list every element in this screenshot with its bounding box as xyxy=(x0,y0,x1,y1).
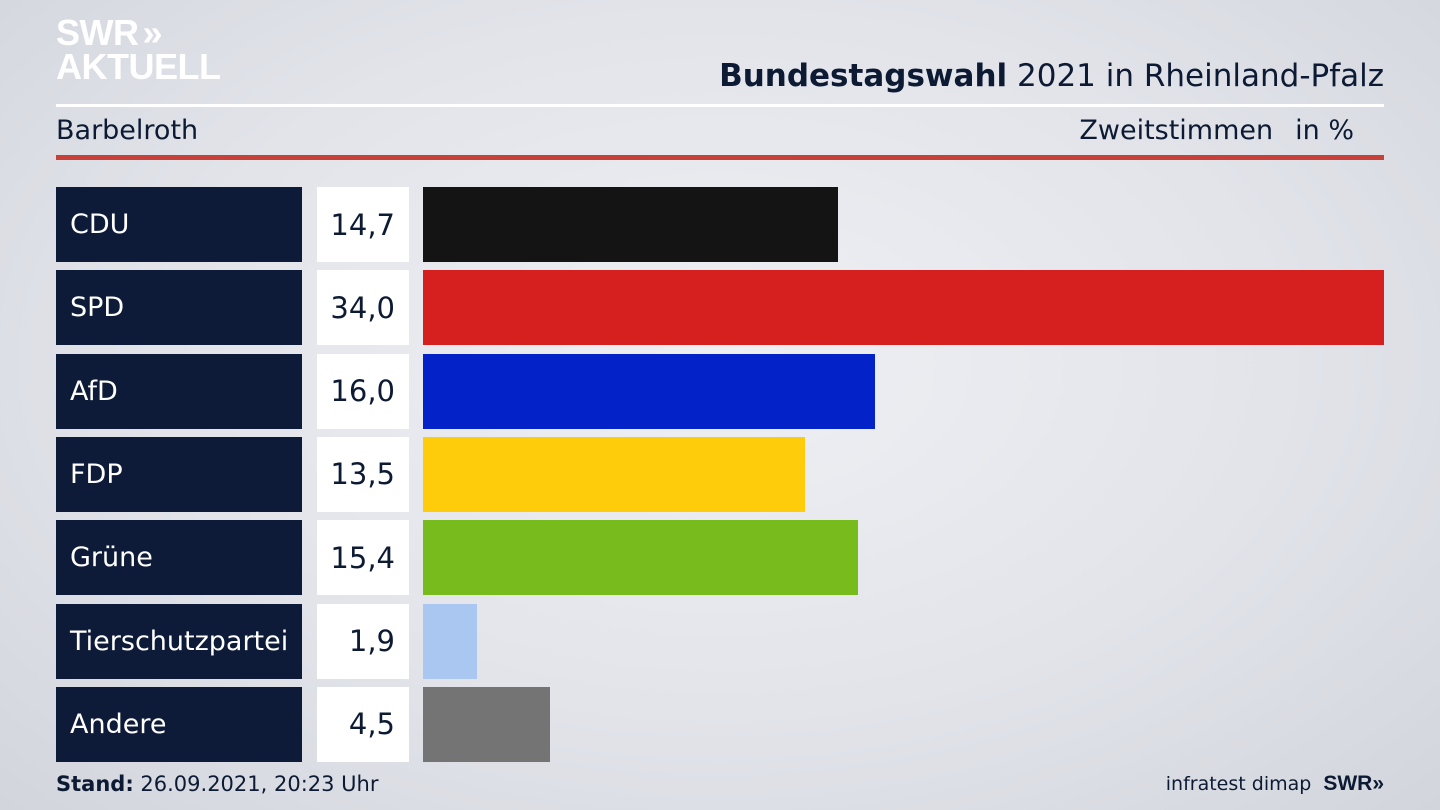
timestamp-label: Stand: xyxy=(56,772,134,796)
swr-footer-text: SWR xyxy=(1323,772,1373,795)
bar-value-label: 1,9 xyxy=(317,603,409,679)
bar xyxy=(423,353,876,429)
bar xyxy=(423,603,477,679)
bar-category-label: Tierschutzpartei xyxy=(56,603,302,679)
bar-row: AfD 16,0 xyxy=(56,353,1384,429)
timestamp: Stand: 26.09.2021, 20:23 Uhr xyxy=(56,772,379,796)
chart-title: Bundestagswahl 2021 in Rheinland-Pfalz xyxy=(719,58,1384,94)
swr-footer-chevrons-icon: » xyxy=(1372,772,1384,795)
source-label: infratest dimap xyxy=(1165,773,1312,795)
swr-aktuell-logo: SWR » AKTUELL xyxy=(56,12,221,87)
bar xyxy=(423,187,839,262)
accent-divider xyxy=(56,155,1384,160)
bar-value-label: 14,7 xyxy=(317,187,409,262)
header-divider xyxy=(56,104,1384,107)
bar-value-label: 15,4 xyxy=(317,520,409,596)
bar-value-label: 4,5 xyxy=(317,686,409,762)
logo-chevrons-icon: » xyxy=(142,12,163,53)
unit-label: in % xyxy=(1295,115,1354,146)
bar-value-label: 13,5 xyxy=(317,436,409,512)
bar xyxy=(423,270,1384,346)
bar-row: CDU 14,7 xyxy=(56,187,1384,262)
logo-text-aktuell: AKTUELL xyxy=(56,46,221,87)
bar xyxy=(423,436,805,512)
swr-footer-logo: SWR» xyxy=(1323,772,1384,796)
chart-title-bold: Bundestagswahl xyxy=(719,58,1008,94)
bar-row: SPD 34,0 xyxy=(56,270,1384,346)
bar-category-label: SPD xyxy=(56,270,302,346)
bar-category-label: CDU xyxy=(56,187,302,262)
measure-unit: Zweitstimmen in % xyxy=(1079,115,1354,146)
bar-row: Tierschutzpartei 1,9 xyxy=(56,603,1384,679)
bar-category-label: Grüne xyxy=(56,520,302,596)
bar xyxy=(423,686,551,762)
bar-category-label: AfD xyxy=(56,353,302,429)
bar-category-label: Andere xyxy=(56,686,302,762)
bar-value-label: 16,0 xyxy=(317,353,409,429)
bar-row: FDP 13,5 xyxy=(56,436,1384,512)
timestamp-value: 26.09.2021, 20:23 Uhr xyxy=(133,772,379,796)
bar-value-label: 34,0 xyxy=(317,270,409,346)
logo-text-swr: SWR xyxy=(56,12,139,53)
bar-row: Andere 4,5 xyxy=(56,686,1384,762)
measure-label: Zweitstimmen xyxy=(1079,115,1274,146)
chart-title-rest: 2021 in Rheinland-Pfalz xyxy=(1007,58,1384,94)
bar xyxy=(423,520,859,596)
bar-category-label: FDP xyxy=(56,436,302,512)
bar-row: Grüne 15,4 xyxy=(56,520,1384,596)
source-credit: infratest dimap SWR» xyxy=(1166,772,1384,796)
location-subtitle: Barbelroth xyxy=(56,115,199,146)
